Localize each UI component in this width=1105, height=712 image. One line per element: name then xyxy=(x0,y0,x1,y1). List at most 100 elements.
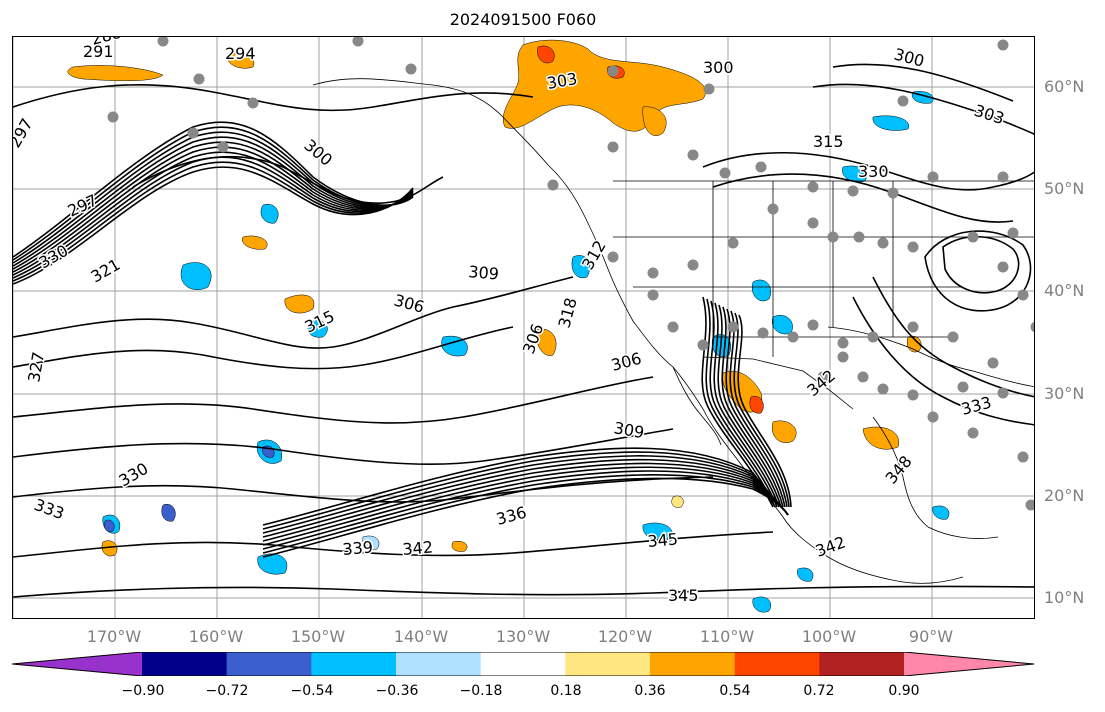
station-marker xyxy=(755,161,767,173)
station-marker xyxy=(697,339,709,351)
contour-label: 327 xyxy=(24,350,48,383)
contour-line xyxy=(702,151,1034,191)
page-title: 2024091500 F060 xyxy=(449,10,597,29)
station-marker xyxy=(967,427,979,439)
contour-label: 297 xyxy=(13,115,37,151)
station-marker xyxy=(997,39,1009,51)
station-marker xyxy=(807,217,819,229)
shaded-anomaly-region xyxy=(536,328,557,356)
shaded-anomaly-region xyxy=(571,255,591,279)
station-marker xyxy=(607,141,619,153)
contour-line xyxy=(872,276,1034,398)
colorbar-tick: −0.18 xyxy=(459,683,503,699)
contour-line xyxy=(832,63,1014,102)
shaded-anomaly-region xyxy=(307,319,328,338)
lat-label: 40°N xyxy=(1044,281,1085,300)
station-marker xyxy=(719,167,731,179)
contour-line xyxy=(737,314,792,508)
colorbar-tick: 0.54 xyxy=(719,683,751,699)
lat-lon-grid xyxy=(13,37,1034,618)
contour-line xyxy=(13,161,414,282)
contour-label: 345 xyxy=(668,586,699,605)
contour-line xyxy=(13,428,674,466)
contour-label: 300 xyxy=(300,136,336,170)
station-marker xyxy=(817,371,829,383)
contour-line xyxy=(13,276,574,349)
lat-label: 50°N xyxy=(1044,179,1085,198)
colorbar-segment xyxy=(311,652,397,676)
station-marker xyxy=(727,321,739,333)
station-marker xyxy=(352,37,364,47)
station-marker xyxy=(247,97,259,109)
station-marker xyxy=(607,65,619,77)
station-marker xyxy=(997,261,1009,273)
contour-label: 345 xyxy=(647,529,679,551)
station-marker xyxy=(405,63,417,75)
lon-label: 120°W xyxy=(597,627,653,646)
shaded-anomaly-region xyxy=(642,522,673,543)
contour-line xyxy=(13,156,414,279)
shaded-anomaly-region xyxy=(862,426,899,450)
station-marker xyxy=(837,351,849,363)
station-marker xyxy=(1017,289,1029,301)
contour-line xyxy=(725,308,786,508)
contour-line xyxy=(13,531,774,558)
station-marker xyxy=(957,381,969,393)
lat-label: 60°N xyxy=(1044,77,1085,96)
lat-label: 10°N xyxy=(1044,588,1085,607)
contour-line xyxy=(13,151,414,276)
colorbar-tick: −0.72 xyxy=(205,683,249,699)
colorbar-tick: −0.90 xyxy=(121,683,165,699)
colorbar-outline xyxy=(12,652,1035,676)
map-canvas: 2882912942972973003003003033033063063063… xyxy=(13,37,1034,618)
station-marker xyxy=(157,37,169,47)
station-marker xyxy=(687,149,699,161)
shaded-anomaly-region xyxy=(503,39,706,132)
colorbar-upper-extend xyxy=(904,652,1034,676)
contour-label: 342 xyxy=(803,366,839,400)
shaded-anomaly-region xyxy=(642,106,667,136)
lon-label: 170°W xyxy=(86,627,142,646)
lon-label: 140°W xyxy=(393,627,449,646)
shaded-anomaly-region xyxy=(284,294,315,314)
contour-line xyxy=(13,326,514,370)
coastline-segment xyxy=(827,326,1034,388)
coastline-segment xyxy=(312,78,964,584)
station-marker xyxy=(907,321,919,333)
shaded-anomaly-region xyxy=(362,535,380,550)
station-marker xyxy=(847,185,859,197)
shaded-anomaly-region xyxy=(257,553,288,575)
station-marker xyxy=(1017,451,1029,463)
station-marker xyxy=(907,241,919,253)
coastline-segment xyxy=(672,366,722,446)
station-marker xyxy=(107,111,119,123)
contour-label: 333 xyxy=(32,495,67,523)
station-marker xyxy=(703,83,715,95)
station-marker xyxy=(987,357,999,369)
station-marker xyxy=(867,331,879,343)
contour-line xyxy=(705,298,776,508)
contour-label: 342 xyxy=(402,537,434,559)
contour-line xyxy=(262,477,789,558)
contour-label: 330 xyxy=(858,162,889,181)
station-marker xyxy=(877,383,889,395)
contour-label: 348 xyxy=(882,452,916,488)
contour-line xyxy=(13,126,414,261)
contour-label: 291 xyxy=(83,42,114,61)
station-marker xyxy=(807,181,819,193)
contour-line xyxy=(812,83,1034,135)
station-marker xyxy=(727,237,739,249)
contour-line xyxy=(701,296,774,508)
shaded-anomaly-region xyxy=(537,45,555,64)
shaded-anomaly-region xyxy=(771,315,793,335)
colorbar-tick: −0.36 xyxy=(375,683,419,699)
contour-label: 300 xyxy=(703,58,734,77)
contour-line xyxy=(13,166,414,285)
shaded-anomaly-region xyxy=(104,519,115,532)
contour-line xyxy=(132,155,444,204)
colorbar-segment xyxy=(396,652,482,676)
colorbar-segment xyxy=(226,652,312,676)
station-marker xyxy=(907,389,919,401)
colorbar-segment xyxy=(819,652,905,676)
shaded-anomaly-region xyxy=(67,65,164,82)
